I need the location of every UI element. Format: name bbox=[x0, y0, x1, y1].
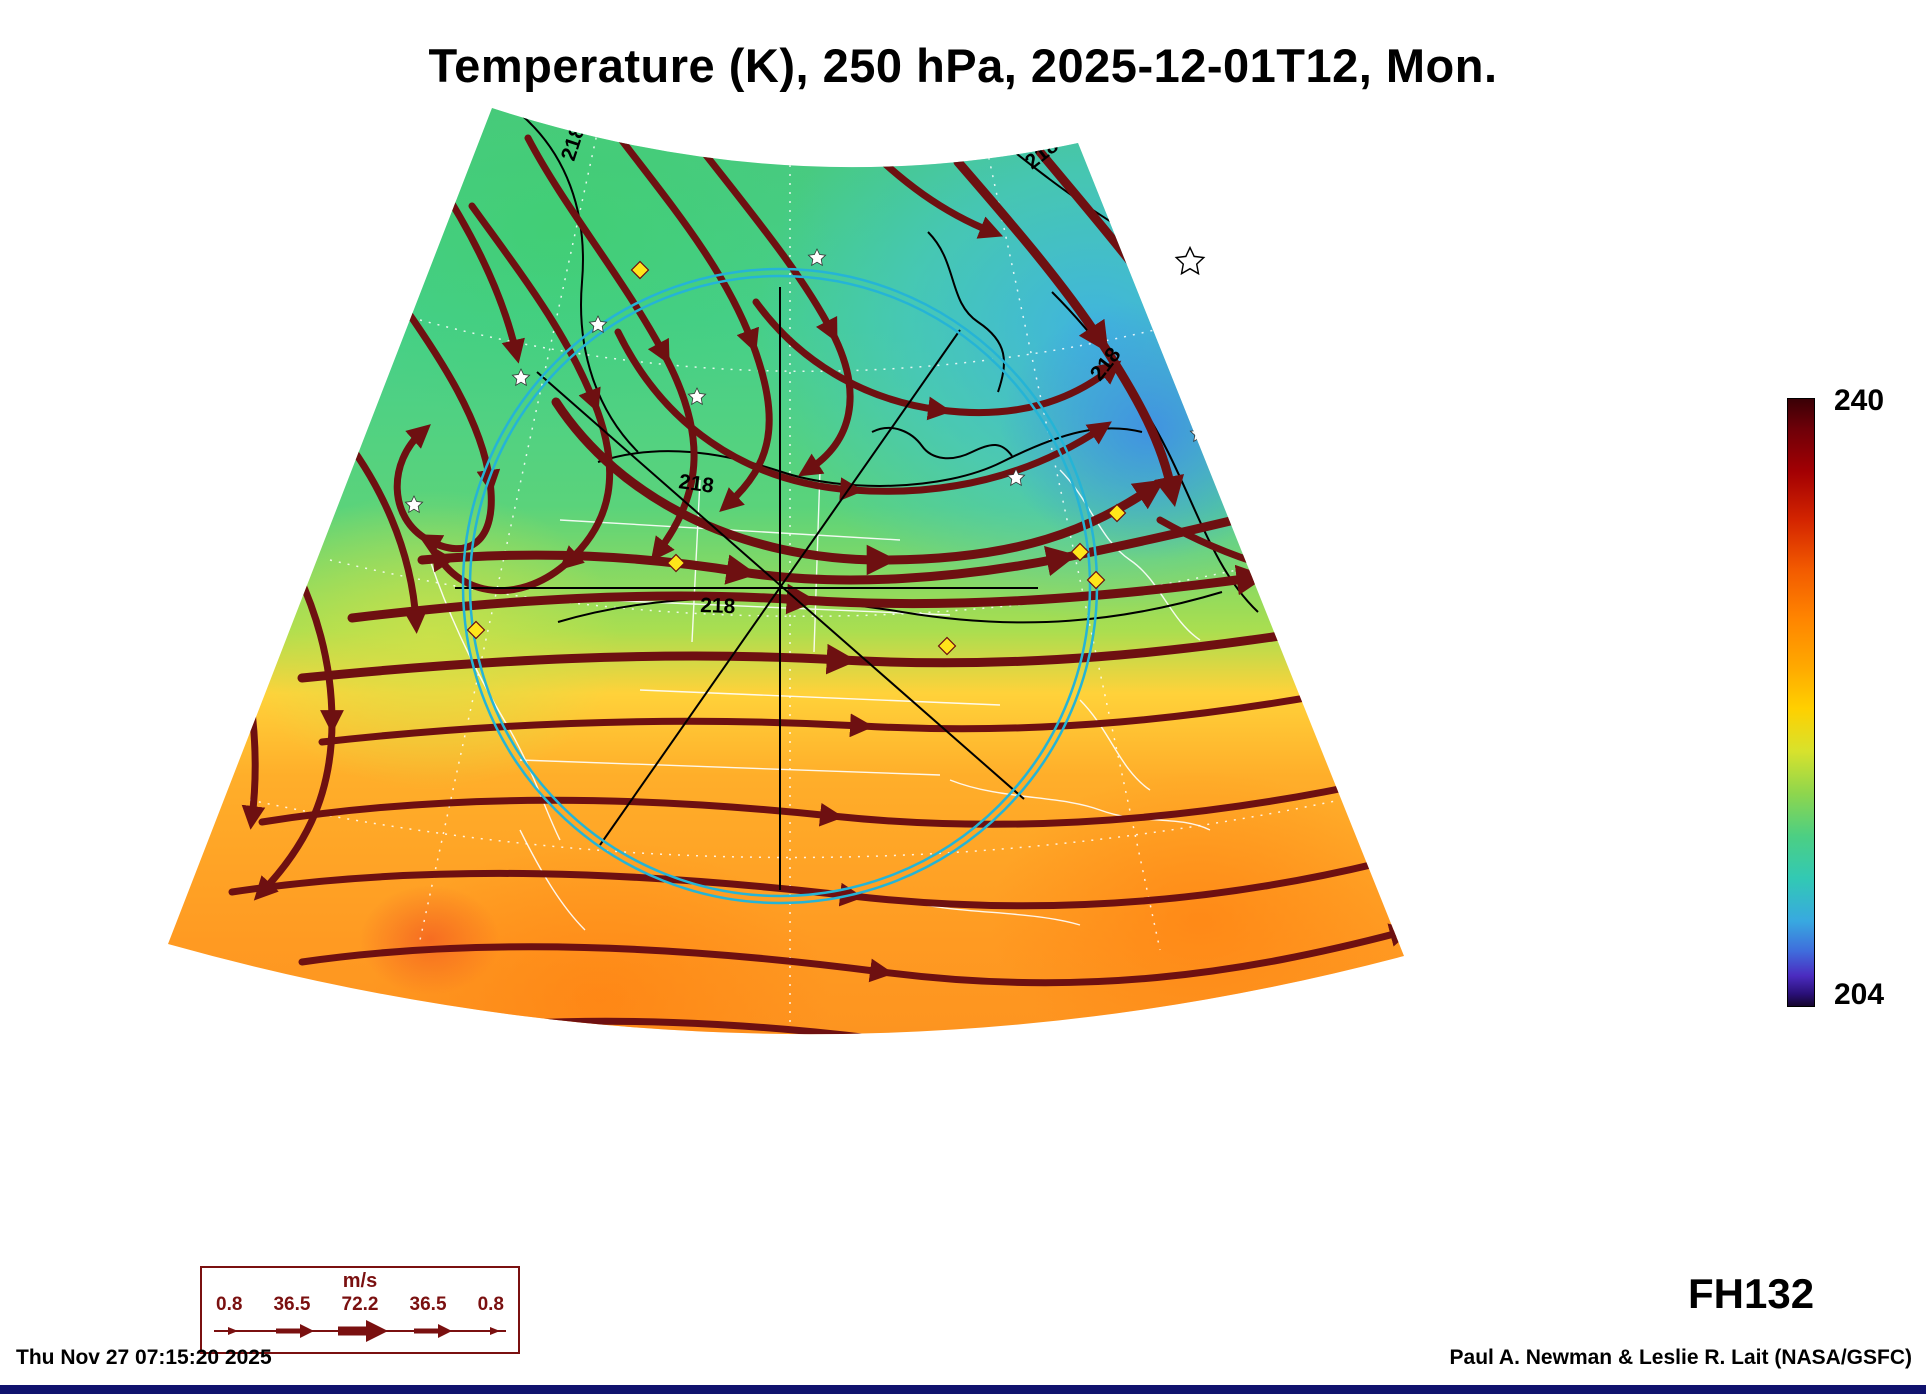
wind-arrow-medium-shaft bbox=[276, 1328, 302, 1334]
forecast-hour-label: FH132 bbox=[1688, 1270, 1815, 1317]
station-diamond-marker bbox=[630, 260, 650, 280]
star-marker bbox=[807, 248, 827, 267]
wind-legend-units-label: m/s bbox=[342, 1270, 378, 1292]
wind-arrow-medium bbox=[438, 1324, 452, 1338]
star-marker bbox=[404, 495, 424, 514]
wind-arrow-medium bbox=[300, 1324, 314, 1338]
generated-timestamp: Thu Nov 27 07:15:20 2025 bbox=[16, 1346, 272, 1369]
wind-arrow-medium-shaft bbox=[414, 1328, 440, 1334]
station-diamond-marker bbox=[666, 553, 686, 573]
station-diamond-marker bbox=[466, 620, 486, 640]
wind-arrow-large-shaft bbox=[338, 1326, 370, 1336]
wind-arrow-small bbox=[490, 1327, 500, 1335]
star-marker bbox=[687, 387, 707, 406]
wind-legend-values: 0.8 36.5 72.2 36.5 0.8 bbox=[202, 1294, 518, 1316]
colorbar bbox=[1787, 398, 1815, 1007]
credit-text: Paul A. Newman & Leslie R. Lait (NASA/GS… bbox=[1449, 1346, 1912, 1369]
wind-arrow-small bbox=[228, 1327, 238, 1335]
wind-speed-legend: m/s 0.8 36.5 72.2 36.5 0.8 bbox=[200, 1266, 520, 1354]
colorbar-max-label: 240 bbox=[1834, 384, 1885, 417]
star-marker-large bbox=[1174, 245, 1206, 276]
station-diamond-marker bbox=[1086, 570, 1106, 590]
star-marker bbox=[1006, 468, 1026, 487]
star-marker bbox=[588, 315, 608, 334]
wind-arrow-large bbox=[366, 1320, 388, 1342]
star-marker bbox=[511, 368, 531, 387]
contour-label: 218 bbox=[677, 470, 715, 498]
contour-label: 218 bbox=[700, 594, 736, 618]
page-title: Temperature (K), 250 hPa, 2025-12-01T12,… bbox=[428, 39, 1498, 92]
crosshair bbox=[455, 287, 1038, 890]
station-diamond-marker bbox=[1107, 503, 1127, 523]
bottom-border-bar bbox=[0, 1385, 1926, 1394]
station-diamond-marker bbox=[1070, 542, 1090, 562]
wind-legend-value: 72.2 bbox=[341, 1294, 379, 1315]
wind-speed-arrow-scale bbox=[214, 1320, 506, 1342]
wind-legend-value: 36.5 bbox=[273, 1294, 311, 1315]
wind-legend-value: 0.8 bbox=[477, 1294, 504, 1315]
wind-legend-value: 36.5 bbox=[409, 1294, 447, 1315]
colorbar-min-label: 204 bbox=[1834, 978, 1885, 1011]
station-diamond-markers bbox=[466, 260, 1127, 656]
wind-legend-value: 0.8 bbox=[216, 1294, 243, 1315]
station-diamond-marker bbox=[937, 636, 957, 656]
